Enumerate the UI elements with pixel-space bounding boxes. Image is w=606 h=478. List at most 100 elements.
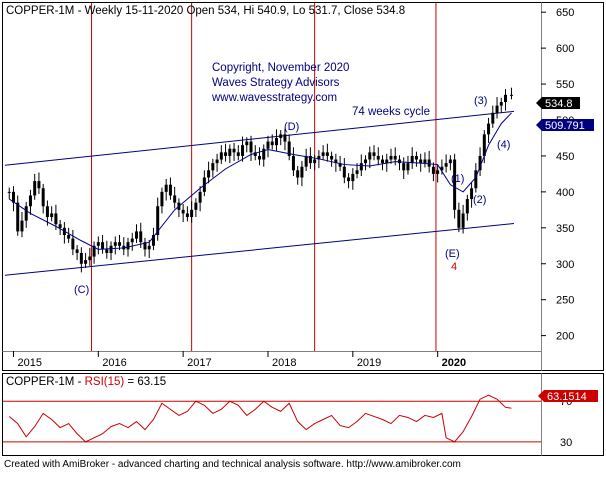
- candle-body-50: [219, 152, 223, 160]
- rsi-indicator-name: RSI(15): [85, 376, 125, 388]
- price-axis: 200250300350400450500550600650: [541, 7, 574, 343]
- candle-body-37: [164, 184, 168, 192]
- candle-body-79: [342, 166, 346, 178]
- rsi-value-tag: 63.1514: [538, 390, 598, 403]
- candle-body-49: [215, 159, 219, 164]
- price-tick-label-550: 550: [556, 79, 574, 91]
- candle-body-64: [279, 134, 283, 138]
- candle-body-111: [478, 155, 482, 171]
- candle-body-51: [224, 152, 228, 156]
- candle-body-71: [308, 155, 312, 164]
- candle-body-7: [37, 181, 41, 189]
- candle-body-91: [393, 155, 397, 160]
- year-label-2018: 2018: [272, 357, 296, 369]
- candle-body-4: [24, 206, 28, 221]
- candle-body-28: [126, 242, 130, 250]
- candle-body-1: [11, 191, 15, 203]
- price-tick-label-450: 450: [556, 151, 574, 163]
- rsi-line: [8, 394, 512, 443]
- candle-body-24: [109, 245, 113, 253]
- candle-body-54: [236, 152, 240, 156]
- channel-line-0: [4, 223, 515, 276]
- ma-price-tag-text: 509.791: [545, 120, 585, 132]
- candle-body-41: [181, 209, 185, 214]
- wave-label-c: (C): [74, 284, 89, 296]
- candle-body-113: [487, 123, 491, 135]
- year-label-2017: 2017: [187, 357, 211, 369]
- candle-body-101: [436, 170, 440, 174]
- candle-body-102: [440, 166, 444, 171]
- candle-body-47: [207, 170, 211, 178]
- year-label-2015: 2015: [17, 357, 41, 369]
- candle-body-33: [147, 245, 151, 250]
- wave-label-4-paren: (4): [497, 139, 510, 151]
- candle-body-88: [381, 159, 385, 164]
- candle-body-103: [444, 163, 448, 167]
- candle-body-20: [92, 245, 96, 257]
- close-price-tag-text: 534.8: [545, 98, 573, 110]
- candle-body-85: [368, 152, 372, 160]
- candle-body-17: [79, 252, 83, 264]
- candle-body-73: [317, 155, 321, 160]
- candle-body-70: [304, 155, 308, 167]
- price-panel-frame: [2, 2, 604, 371]
- candle-body-58: [253, 152, 257, 156]
- candle-body-42: [185, 213, 189, 218]
- candle-body-11: [54, 213, 58, 225]
- candle-body-44: [194, 202, 198, 210]
- candle-body-15: [71, 238, 75, 250]
- candle-body-5: [28, 195, 32, 207]
- candle-body-115: [495, 105, 499, 113]
- candle-body-34: [151, 235, 155, 246]
- candle-body-30: [134, 231, 138, 239]
- candle-body-35: [156, 206, 160, 235]
- candle-body-68: [296, 170, 300, 178]
- footer-text: Created with AmiBroker - advanced charti…: [4, 459, 461, 470]
- price-tick-label-200: 200: [556, 331, 574, 343]
- candle-body-10: [50, 213, 54, 218]
- candle-body-100: [431, 166, 435, 174]
- candle-body-96: [414, 155, 418, 160]
- copyright-line-2: Waves Strategy Advisors: [212, 77, 340, 89]
- price-tick-label-250: 250: [556, 295, 574, 307]
- candle-body-106: [457, 209, 461, 228]
- candle-body-32: [143, 242, 147, 250]
- ma-price-tag: 509.791: [536, 119, 594, 132]
- candle-body-59: [258, 155, 261, 160]
- candle-body-23: [105, 249, 109, 253]
- candle-body-29: [130, 238, 134, 243]
- channel-line-1: [4, 110, 515, 166]
- candle-body-118: [509, 94, 513, 96]
- candle-body-90: [389, 155, 393, 160]
- candle-body-57: [249, 141, 253, 153]
- close-price-tag: 534.8: [536, 97, 580, 110]
- candle-body-61: [266, 141, 270, 149]
- candle-body-95: [410, 155, 414, 164]
- price-tick-label-350: 350: [556, 223, 574, 235]
- candle-body-97: [419, 159, 423, 164]
- candle-body-38: [168, 184, 172, 196]
- candle-body-43: [190, 209, 194, 218]
- candle-body-21: [96, 242, 100, 246]
- channel-lines: [4, 110, 515, 276]
- rsi-symbol: COPPER-1M: [6, 376, 74, 388]
- candle-body-116: [499, 102, 503, 106]
- candle-body-56: [245, 141, 249, 146]
- rsi-tick-label-30: 30: [560, 437, 572, 449]
- candle-body-22: [101, 242, 105, 250]
- candle-body-93: [402, 163, 406, 171]
- moving-average: [8, 112, 512, 250]
- moving-average-line: [8, 112, 512, 250]
- candle-body-48: [211, 163, 215, 171]
- candle-body-31: [139, 231, 143, 243]
- candle-body-83: [359, 163, 363, 171]
- candle-body-76: [330, 155, 334, 160]
- copyright-line-3: www.wavesstrategy.com: [211, 92, 337, 104]
- candle-body-110: [474, 170, 478, 189]
- price-tick-label-600: 600: [556, 43, 574, 55]
- wave-label-4: 4: [451, 261, 457, 273]
- price-tick-label-300: 300: [556, 259, 574, 271]
- candle-body-6: [33, 181, 37, 196]
- year-label-2019: 2019: [357, 357, 381, 369]
- candle-body-65: [283, 134, 287, 142]
